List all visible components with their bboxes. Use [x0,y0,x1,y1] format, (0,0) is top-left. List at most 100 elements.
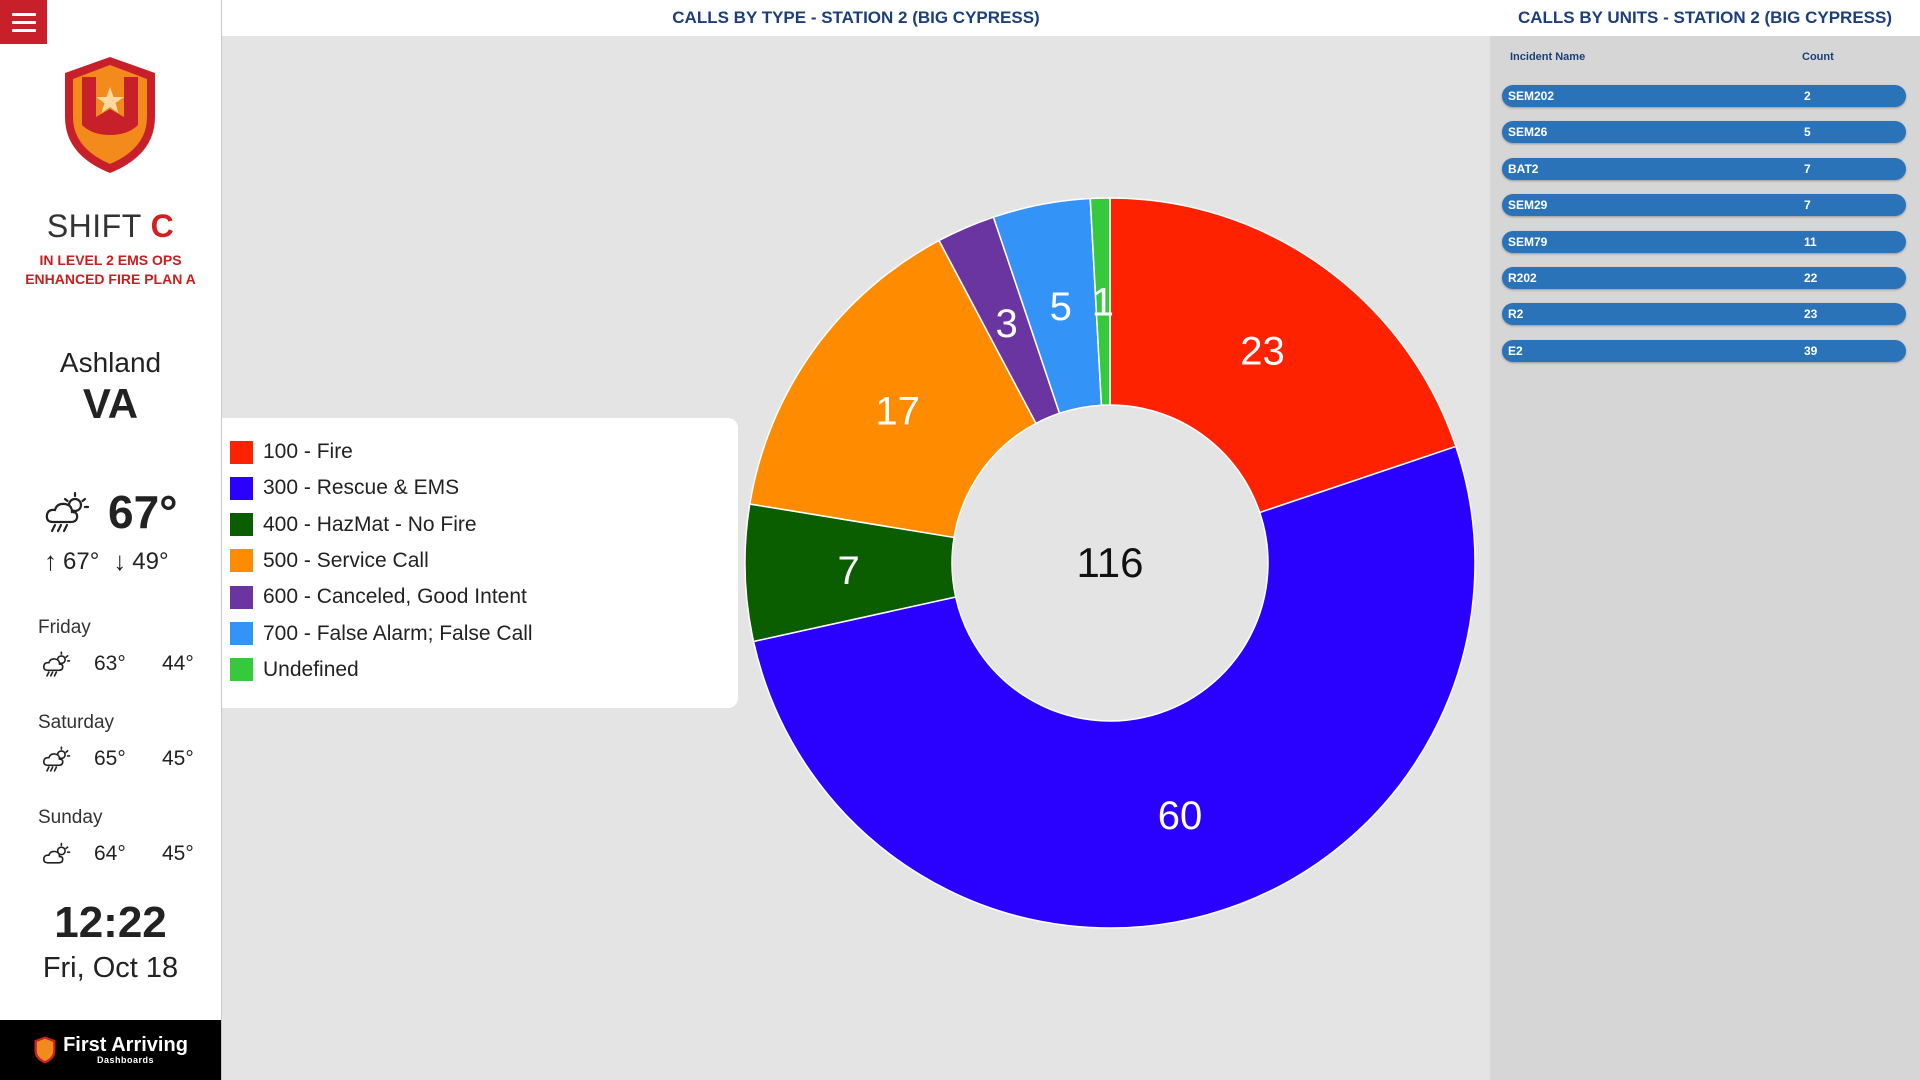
shield-logo-icon [65,57,155,173]
ops-line-1: IN LEVEL 2 EMS OPS [39,252,182,268]
donut-slice[interactable] [1109,197,1457,514]
menu-button[interactable] [0,0,47,44]
legend-item[interactable]: 400 - HazMat - No Fire [230,513,477,537]
forecast-high: 65° [94,747,126,770]
unit-row[interactable]: SEM29 7 [1502,194,1906,217]
clock-time: 12:22 [54,898,167,947]
shift-text: SHIFT [46,208,142,244]
legend-swatch [230,476,253,500]
units-panel: CALLS BY UNITS - STATION 2 (BIG CYPRESS)… [1490,0,1920,1080]
today-high-low: ↑ 67° ↓ 49° [44,546,169,577]
unit-row[interactable]: E2 39 [1502,339,1906,362]
forecast-day-name: Friday [38,617,91,638]
donut-total-label: 116 [1077,539,1144,586]
today-low: 49° [132,547,169,575]
unit-count: 22 [1804,271,1818,285]
unit-name: E2 [1508,343,1523,358]
current-temperature: 67° [108,486,178,538]
slice-value-label: 1 [1092,281,1114,325]
unit-count: 7 [1804,198,1811,213]
forecast-row: 64° 45° [42,840,194,868]
unit-row[interactable]: R2 23 [1502,303,1906,326]
unit-name: BAT2 [1508,161,1539,176]
forecast-high: 64° [94,842,126,865]
unit-name: R2 [1508,307,1524,322]
current-weather: 67° [44,485,178,539]
brand-name: First Arriving [63,1034,188,1056]
unit-name: SEM79 [1508,234,1548,249]
forecast-low: 44° [162,652,194,675]
forecast-day-name: Sunday [38,807,103,828]
legend-label: 100 - Fire [263,440,353,463]
legend-swatch [230,658,253,682]
legend-item[interactable]: Undefined [230,658,359,682]
legend-swatch [230,549,253,573]
forecast-low: 45° [162,842,194,865]
brand-footer: First Arriving Dashboards [0,1020,221,1080]
arrow-up-icon: ↑ [44,546,57,576]
slice-value-label: 5 [1050,285,1072,329]
donut-slice[interactable] [752,445,1476,929]
chart-title: CALLS BY TYPE - STATION 2 (BIG CYPRESS) [222,0,1490,36]
legend-item[interactable]: 500 - Service Call [230,549,429,573]
forecast-low: 45° [162,747,194,770]
today-high: 67° [63,547,100,575]
unit-count: 2 [1804,89,1811,103]
unit-row[interactable]: BAT2 7 [1502,157,1906,180]
units-title: CALLS BY UNITS - STATION 2 (BIG CYPRESS) [1490,0,1920,36]
current-date: Fri, Oct 18 [42,952,179,984]
slice-value-label: 3 [996,302,1018,346]
chart-legend: 100 - Fire 300 - Rescue & EMS 400 - HazMat… [222,418,738,708]
hamburger-icon [11,28,36,32]
unit-name: SEM26 [1508,125,1548,140]
donut-slice[interactable] [1089,197,1111,407]
sidebar: SHIFT C IN LEVEL 2 EMS OPS ENHANCED FIRE… [0,0,222,1080]
shield-logo-icon [34,1036,56,1064]
unit-row[interactable]: SEM79 11 [1502,230,1906,253]
unit-row[interactable]: SEM202 2 [1502,85,1906,107]
legend-swatch [230,622,253,645]
unit-count: 11 [1804,234,1817,249]
unit-count: 7 [1804,161,1811,176]
column-header-count: Count [1802,51,1834,63]
column-header-incident-name: Incident Name [1510,51,1586,63]
legend-label: 400 - HazMat - No Fire [263,512,477,536]
ops-status: IN LEVEL 2 EMS OPS ENHANCED FIRE PLAN A [0,251,221,289]
forecast-row: 63° 44° [42,650,194,678]
forecast-high: 63° [94,652,126,675]
slice-value-label: 23 [1240,330,1285,374]
unit-row[interactable]: SEM26 5 [1502,121,1906,144]
unit-name: R202 [1508,271,1537,285]
slice-value-label: 60 [1158,794,1203,838]
hamburger-icon [11,20,36,24]
state-name: VA [82,380,139,427]
rain-sun-icon [42,651,71,677]
slice-value-label: 17 [875,389,920,433]
donut-slice[interactable] [748,239,1038,539]
partly-cloudy-icon [42,842,71,864]
legend-item[interactable]: 700 - False Alarm; False Call [230,622,533,646]
forecast-row: 65° 45° [42,745,194,773]
legend-swatch [230,513,253,537]
shift-label: SHIFT C [0,208,221,245]
legend-label: Undefined [263,657,359,681]
legend-item[interactable]: 100 - Fire [230,440,353,464]
forecast-day-name: Saturday [38,712,115,733]
unit-name: SEM29 [1508,198,1548,213]
rain-sun-icon [45,491,90,533]
legend-label: 700 - False Alarm; False Call [263,621,533,645]
unit-row[interactable]: R202 22 [1502,267,1906,289]
legend-label: 300 - Rescue & EMS [263,476,460,500]
rain-sun-icon [42,746,71,772]
legend-swatch [230,585,253,609]
hamburger-icon [11,12,36,16]
brand-text: First Arriving Dashboards [63,1035,188,1065]
legend-label: 600 - Canceled, Good Intent [263,585,527,609]
brand-subtitle: Dashboards [96,1055,154,1065]
ops-line-2: ENHANCED FIRE PLAN A [25,271,196,287]
legend-label: 500 - Service Call [263,548,429,572]
city-name: Ashland [59,347,162,378]
unit-count: 23 [1804,307,1818,322]
legend-item[interactable]: 300 - Rescue & EMS [230,476,459,500]
legend-item[interactable]: 600 - Canceled, Good Intent [230,585,527,609]
